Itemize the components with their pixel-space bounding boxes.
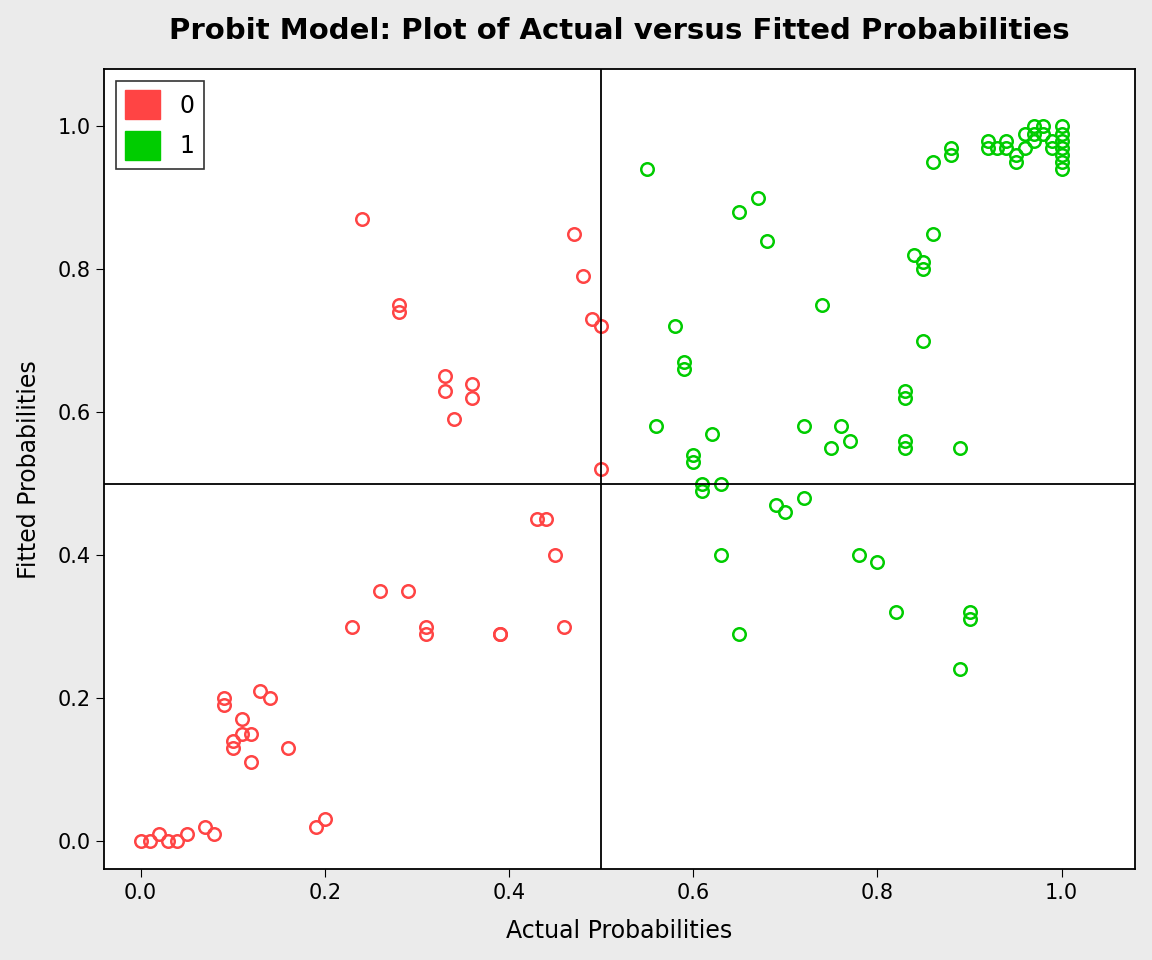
Title: Probit Model: Plot of Actual versus Fitted Probabilities: Probit Model: Plot of Actual versus Fitt… (169, 16, 1070, 45)
Legend: 0, 1: 0, 1 (115, 81, 204, 169)
X-axis label: Actual Probabilities: Actual Probabilities (507, 920, 733, 944)
Y-axis label: Fitted Probabilities: Fitted Probabilities (16, 360, 40, 579)
